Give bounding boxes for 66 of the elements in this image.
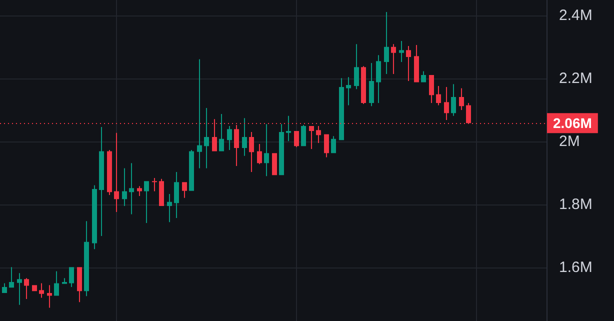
candlestick xyxy=(272,153,277,176)
candlestick xyxy=(84,221,89,296)
y-tick-label: 1.6M xyxy=(559,259,592,276)
candlestick xyxy=(331,136,336,154)
candlestick xyxy=(92,185,97,250)
candlestick xyxy=(107,150,112,195)
candlestick xyxy=(47,285,52,308)
candlestick xyxy=(62,278,67,284)
candlestick xyxy=(144,181,149,224)
candlestick xyxy=(346,77,351,106)
candlestick xyxy=(376,55,381,104)
candlestick xyxy=(174,172,179,218)
candlestick xyxy=(399,40,404,62)
candlestick xyxy=(369,63,374,106)
candlestick xyxy=(69,267,74,287)
candlestick xyxy=(227,126,232,150)
candlestick xyxy=(159,178,164,206)
candlestick xyxy=(242,118,247,156)
candlestick xyxy=(354,44,359,90)
candlestick xyxy=(197,59,202,168)
candlestick xyxy=(301,125,306,146)
candlestick xyxy=(189,150,194,191)
candlestick xyxy=(249,132,254,172)
candlestick xyxy=(204,108,209,168)
candlestick xyxy=(286,116,291,142)
candlestick xyxy=(114,132,119,212)
candlestick xyxy=(451,84,456,116)
candlestick xyxy=(264,124,269,176)
candlestick xyxy=(2,283,7,293)
candlestick xyxy=(391,44,396,74)
candlestick xyxy=(339,78,344,140)
candlestick xyxy=(384,12,389,74)
ref-line-label: 2.06M xyxy=(553,115,592,132)
candlestick xyxy=(429,74,434,104)
candlestick xyxy=(54,271,59,296)
candlestick xyxy=(182,182,187,198)
y-tick-label: 2.4M xyxy=(559,7,592,24)
candlestick xyxy=(39,283,44,298)
candlestick xyxy=(77,267,82,302)
candlestick xyxy=(219,114,224,152)
candlestick xyxy=(24,278,29,299)
candlestick xyxy=(459,88,464,110)
candlestick xyxy=(406,46,411,81)
candlestick xyxy=(361,66,366,104)
candlestick xyxy=(279,124,284,176)
candlestick xyxy=(309,126,314,149)
candlestick xyxy=(324,134,329,158)
candlestick xyxy=(137,186,142,196)
candlestick xyxy=(414,45,419,82)
candlestick xyxy=(167,194,172,222)
candlestick xyxy=(152,178,157,192)
candlestick xyxy=(129,163,134,214)
candlestick xyxy=(436,86,441,106)
candlestick xyxy=(17,273,22,305)
candlestick xyxy=(32,285,37,292)
candlestick xyxy=(122,168,127,206)
y-tick-label: 2.2M xyxy=(559,70,592,88)
candlestick xyxy=(444,86,449,120)
candlestick xyxy=(257,144,262,164)
candlestick xyxy=(421,71,426,82)
candlestick xyxy=(294,131,299,148)
candlestick xyxy=(316,126,321,144)
y-tick-label: 2M xyxy=(559,133,580,150)
candlestick xyxy=(9,267,14,288)
candlestick xyxy=(99,126,104,236)
y-tick-label: 1.8M xyxy=(559,196,592,214)
